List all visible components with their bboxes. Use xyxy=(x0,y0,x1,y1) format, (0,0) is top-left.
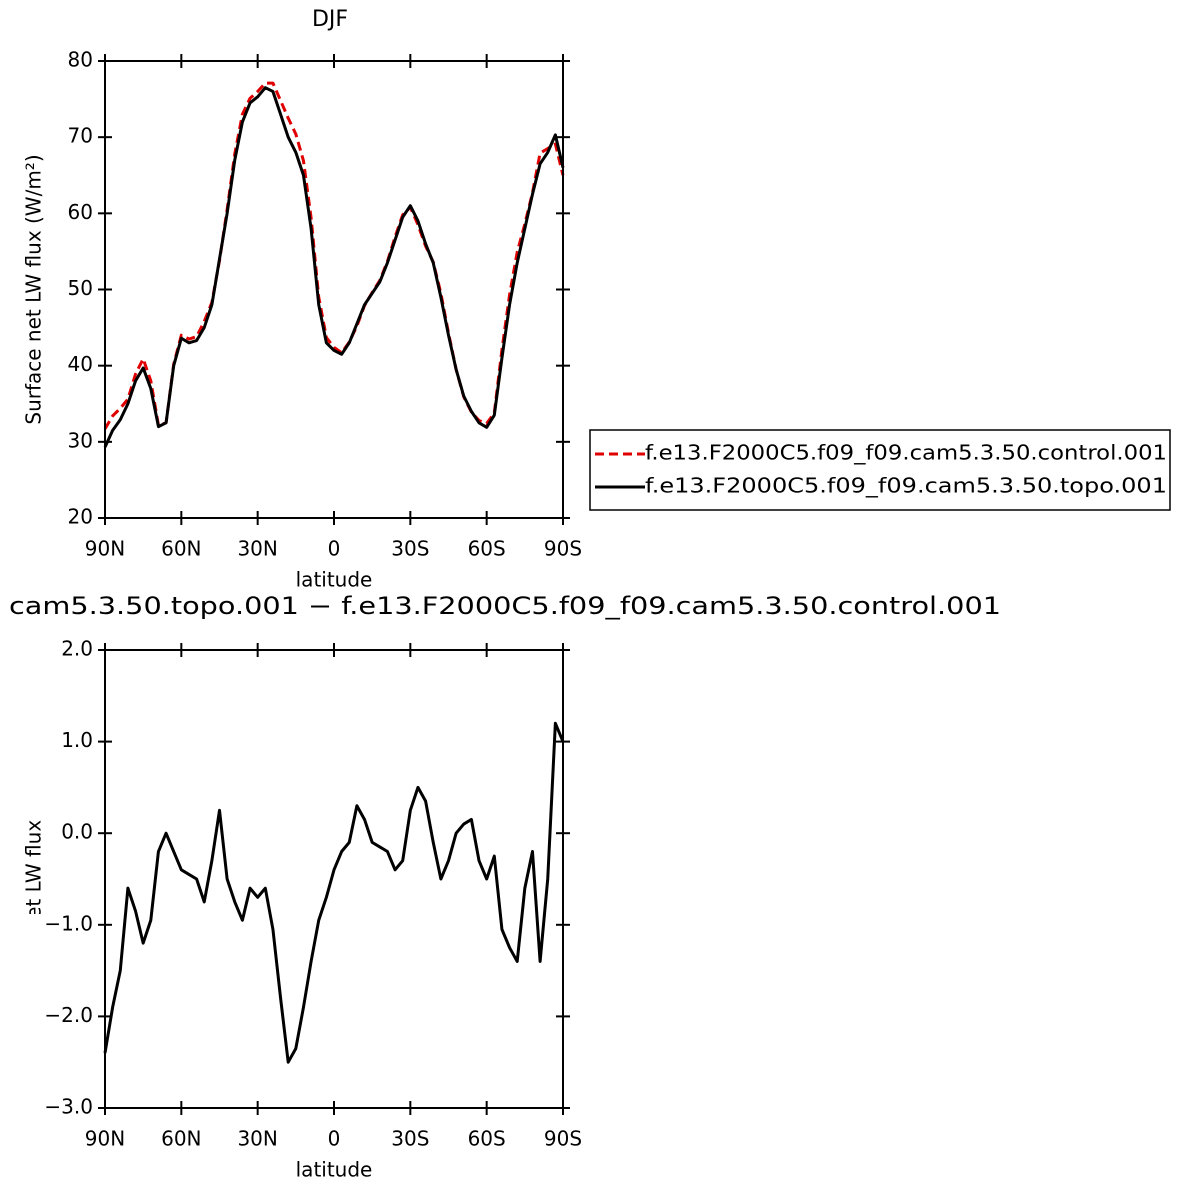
data-line xyxy=(103,86,565,448)
data-line xyxy=(103,721,565,1064)
x-tick-label: 30N xyxy=(237,537,277,561)
y-tick-label: 0.0 xyxy=(61,820,93,844)
x-tick-label: 60S xyxy=(468,537,506,561)
y-axis-label: Surface net LW flux (W/m²) xyxy=(22,744,46,1014)
x-tick-label: 0 xyxy=(328,537,341,561)
y-tick-label: −2.0 xyxy=(44,1003,93,1027)
plot-frame xyxy=(104,649,564,1109)
legend-label: f.e13.F2000C5.f09_f09.cam5.3.50.control.… xyxy=(645,441,1167,465)
plot-frame xyxy=(104,60,564,519)
y-tick-label: −1.0 xyxy=(44,911,93,935)
y-tick-label: 1.0 xyxy=(61,728,93,752)
legend-box xyxy=(589,429,1171,511)
x-tick-label: 90S xyxy=(544,537,582,561)
y-tick-label: 80 xyxy=(68,48,93,72)
data-line xyxy=(103,81,565,430)
x-tick-label: 90N xyxy=(85,1127,125,1151)
x-tick-label: 30S xyxy=(391,1127,429,1151)
y-tick-label: 50 xyxy=(68,276,93,300)
legend-label: f.e13.F2000C5.f09_f09.cam5.3.50.topo.001 xyxy=(645,474,1167,498)
x-tick-label: 60S xyxy=(468,1127,506,1151)
x-axis-label: latitude xyxy=(296,1158,373,1182)
x-tick-label: 90N xyxy=(85,537,125,561)
y-axis-label: Surface net LW flux (W/m²) xyxy=(22,154,46,424)
x-tick-label: 90S xyxy=(544,1127,582,1151)
chart-title: DJF xyxy=(312,7,348,32)
y-tick-label: 40 xyxy=(68,352,93,376)
x-tick-label: 30S xyxy=(391,537,429,561)
y-tick-label: 30 xyxy=(68,428,93,452)
x-axis-label: latitude xyxy=(296,568,373,592)
y-tick-label: 2.0 xyxy=(61,637,93,661)
y-tick-label: 70 xyxy=(68,124,93,148)
y-tick-label: −3.0 xyxy=(44,1095,93,1119)
chart-title: cam5.3.50.topo.001 − f.e13.F2000C5.f09_f… xyxy=(9,592,1001,620)
x-tick-label: 60N xyxy=(161,1127,201,1151)
y-tick-label: 60 xyxy=(68,200,93,224)
x-tick-label: 0 xyxy=(328,1127,341,1151)
x-tick-label: 60N xyxy=(161,537,201,561)
x-tick-label: 30N xyxy=(237,1127,277,1151)
y-tick-label: 20 xyxy=(68,505,93,529)
